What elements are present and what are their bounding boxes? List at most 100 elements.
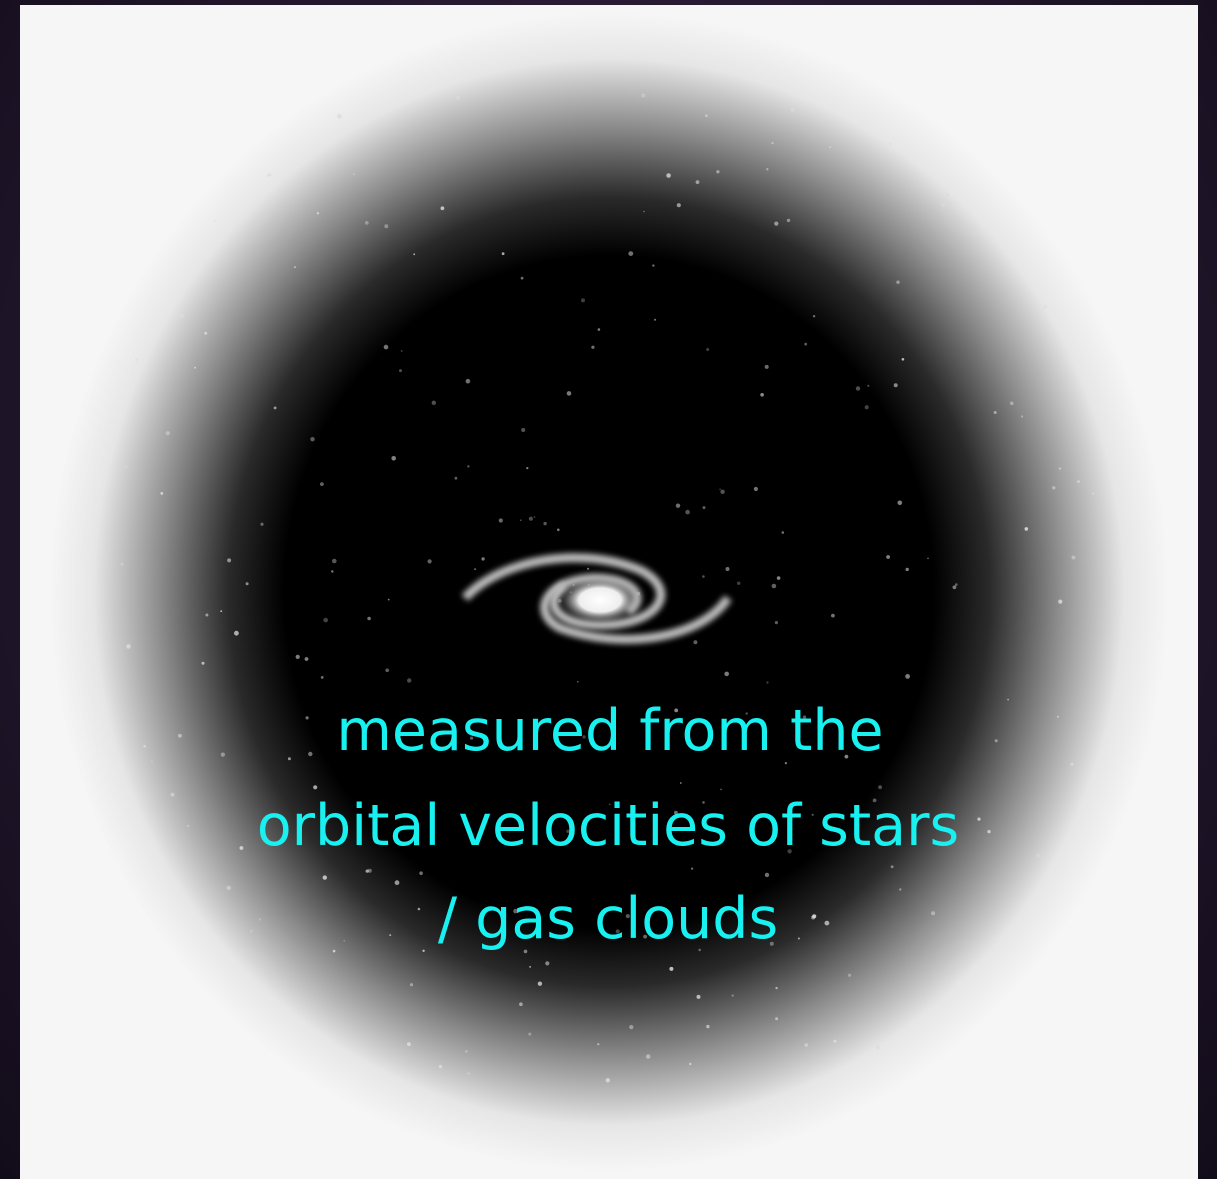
star	[898, 501, 903, 506]
star	[641, 93, 645, 97]
star	[526, 467, 528, 469]
star	[331, 570, 333, 572]
star	[1052, 486, 1055, 489]
star	[894, 383, 898, 387]
star	[337, 114, 342, 119]
star	[143, 745, 146, 748]
star	[124, 465, 127, 468]
star	[163, 850, 165, 852]
star	[534, 516, 536, 518]
star	[567, 391, 572, 396]
star	[407, 678, 411, 682]
star	[685, 510, 690, 515]
star	[432, 401, 436, 405]
star	[691, 868, 693, 870]
star	[428, 559, 432, 563]
star	[538, 982, 542, 986]
star	[765, 873, 769, 877]
star	[760, 393, 764, 397]
star	[643, 211, 645, 213]
star	[166, 431, 170, 435]
star	[946, 193, 949, 196]
star	[481, 557, 484, 560]
star	[410, 983, 413, 986]
star	[581, 298, 585, 302]
star	[646, 1054, 650, 1058]
star	[308, 752, 312, 756]
star	[886, 555, 890, 559]
star	[260, 523, 263, 526]
star	[313, 785, 317, 789]
star	[407, 1042, 411, 1046]
star	[804, 343, 807, 346]
star	[246, 582, 249, 585]
star	[994, 411, 997, 414]
star	[774, 222, 778, 226]
star	[833, 1040, 836, 1043]
star	[422, 950, 424, 952]
star	[987, 830, 990, 833]
galaxy	[465, 558, 728, 640]
star	[367, 617, 371, 621]
star	[825, 921, 830, 926]
star	[931, 911, 935, 915]
star	[899, 888, 901, 890]
star	[798, 938, 800, 940]
star	[529, 966, 531, 968]
star	[724, 672, 729, 677]
star	[385, 669, 389, 673]
star	[543, 522, 546, 525]
star	[848, 974, 851, 977]
star	[220, 610, 222, 612]
star	[1057, 716, 1059, 718]
star	[775, 987, 777, 989]
star	[227, 558, 231, 562]
star	[927, 558, 929, 560]
star	[323, 875, 327, 879]
star	[1070, 763, 1073, 766]
star	[391, 456, 396, 461]
star	[179, 314, 184, 319]
star	[365, 221, 369, 225]
star	[214, 220, 216, 222]
star	[606, 1078, 610, 1082]
star	[529, 517, 533, 521]
star	[812, 914, 816, 918]
star	[419, 871, 423, 875]
star	[557, 529, 560, 532]
star	[1072, 556, 1076, 560]
star	[205, 614, 208, 617]
star	[719, 489, 721, 491]
star	[787, 219, 790, 222]
star	[775, 1017, 778, 1020]
star	[202, 662, 205, 665]
star	[120, 563, 123, 566]
star	[389, 934, 391, 936]
star	[1077, 480, 1080, 483]
star	[520, 519, 522, 521]
star	[401, 350, 403, 352]
star	[204, 332, 207, 335]
star	[296, 655, 300, 659]
star	[765, 365, 769, 369]
star	[677, 203, 681, 207]
star	[775, 621, 778, 624]
star	[187, 825, 189, 827]
page: measured from the orbital velocities of …	[0, 0, 1217, 1179]
star	[519, 1002, 523, 1006]
star	[333, 950, 336, 953]
star	[831, 614, 835, 618]
star	[1007, 699, 1009, 701]
star	[305, 657, 309, 661]
caption-line: / gas clouds	[438, 886, 778, 952]
star	[629, 1025, 633, 1029]
star	[977, 818, 980, 821]
star	[502, 252, 505, 255]
star	[1092, 492, 1095, 495]
star	[889, 142, 892, 145]
star	[696, 180, 700, 184]
star	[399, 369, 402, 372]
star	[896, 281, 899, 284]
star	[521, 277, 524, 280]
star	[716, 170, 719, 173]
